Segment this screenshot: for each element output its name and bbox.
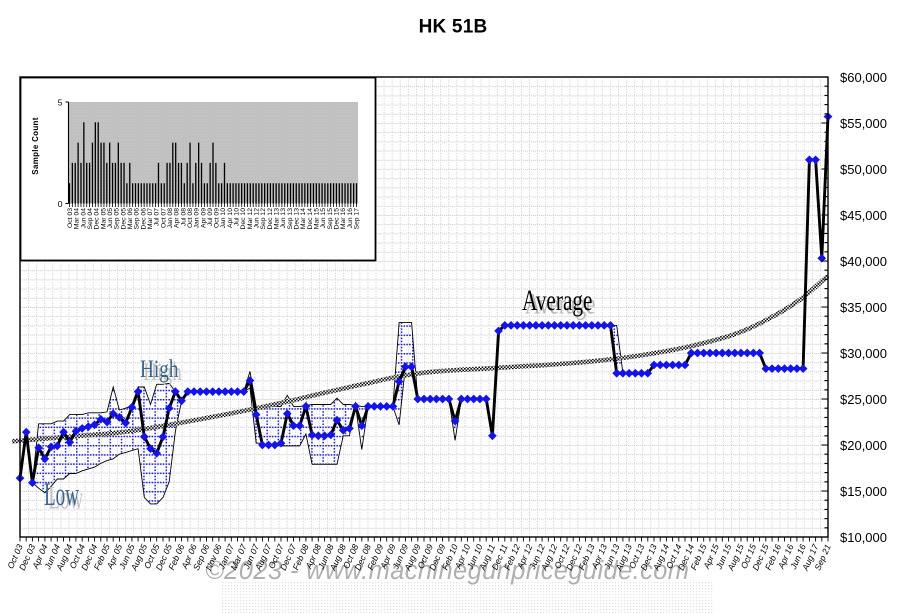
- svg-text:High: High: [140, 356, 179, 383]
- svg-text:Dec 04: Dec 04: [94, 208, 101, 230]
- svg-text:Dec 12: Dec 12: [267, 208, 274, 230]
- svg-text:Apr 08: Apr 08: [174, 208, 181, 228]
- svg-text:Jun 15: Jun 15: [320, 208, 327, 229]
- svg-text:Average: Average: [525, 288, 596, 320]
- svg-text:Mar 06: Mar 06: [127, 208, 134, 229]
- svg-text:$60,000: $60,000: [840, 70, 887, 85]
- svg-text:$55,000: $55,000: [840, 116, 887, 131]
- svg-text:Oct 03: Oct 03: [67, 208, 74, 228]
- svg-text:Jan 10: Jan 10: [220, 208, 227, 229]
- svg-text:Apr 10: Apr 10: [227, 208, 234, 228]
- svg-text:Mar 07: Mar 07: [147, 208, 154, 229]
- svg-text:$45,000: $45,000: [840, 208, 887, 223]
- svg-text:$15,000: $15,000: [840, 484, 887, 499]
- svg-text:Dec 14: Dec 14: [307, 208, 314, 230]
- svg-text:Jun 05: Jun 05: [107, 208, 114, 229]
- svg-text:Mar 13: Mar 13: [274, 208, 281, 229]
- svg-text:Jan 08: Jan 08: [167, 208, 174, 229]
- svg-text:Sep 17: Sep 17: [354, 208, 361, 230]
- svg-text:HK 51B: HK 51B: [419, 17, 488, 38]
- svg-text:Sep 06: Sep 06: [134, 208, 141, 230]
- svg-text:$50,000: $50,000: [840, 162, 887, 177]
- svg-text:$10,000: $10,000: [840, 530, 887, 545]
- svg-text:©2023 - www.machinegunpricegui: ©2023 - www.machinegunpriceguide.com: [205, 557, 689, 585]
- svg-text:Oct 07: Oct 07: [160, 208, 167, 228]
- svg-text:Sep 12: Sep 12: [260, 208, 267, 230]
- svg-text:Apr 09: Apr 09: [200, 208, 207, 228]
- svg-text:Low: Low: [48, 480, 83, 516]
- svg-text:Jul 10: Jul 10: [234, 208, 241, 226]
- svg-text:Jun 12: Jun 12: [254, 208, 261, 229]
- svg-text:Sep 13: Sep 13: [287, 208, 294, 230]
- svg-text:Jan 09: Jan 09: [194, 208, 201, 229]
- svg-text:High: High: [143, 359, 182, 386]
- svg-text:0: 0: [58, 199, 63, 209]
- svg-text:Mar 05: Mar 05: [100, 208, 107, 229]
- svg-text:Low: Low: [44, 477, 79, 513]
- svg-text:$40,000: $40,000: [840, 254, 887, 269]
- svg-text:Mar 04: Mar 04: [74, 208, 81, 229]
- svg-text:$35,000: $35,000: [840, 300, 887, 315]
- svg-text:Sep 05: Sep 05: [114, 208, 121, 230]
- svg-text:Sep 04: Sep 04: [87, 208, 94, 230]
- svg-text:Dec 13: Dec 13: [294, 208, 301, 230]
- svg-text:Dec 05: Dec 05: [120, 208, 127, 230]
- svg-text:Jul 07: Jul 07: [154, 208, 161, 226]
- svg-text:Oct 09: Oct 09: [214, 208, 221, 228]
- svg-text:Sep 15: Sep 15: [327, 208, 334, 230]
- svg-text:Dec 15: Dec 15: [334, 208, 341, 230]
- svg-text:$30,000: $30,000: [840, 346, 887, 361]
- svg-text:Jun 04: Jun 04: [80, 208, 87, 229]
- svg-text:Jun 16: Jun 16: [347, 208, 354, 229]
- svg-text:Mar 14: Mar 14: [300, 208, 307, 229]
- svg-text:Sample Count: Sample Count: [31, 117, 40, 174]
- svg-text:Mar 12: Mar 12: [247, 208, 254, 229]
- svg-text:Jul 08: Jul 08: [180, 208, 187, 226]
- svg-text:Oct 08: Oct 08: [187, 208, 194, 228]
- svg-text:Jul 09: Jul 09: [207, 208, 214, 226]
- svg-text:$25,000: $25,000: [840, 392, 887, 407]
- svg-text:Mar 15: Mar 15: [314, 208, 321, 229]
- svg-text:Jun 13: Jun 13: [280, 208, 287, 229]
- svg-text:Dec 06: Dec 06: [140, 208, 147, 230]
- svg-text:Dec 10: Dec 10: [240, 208, 247, 230]
- svg-text:Mar 16: Mar 16: [340, 208, 347, 229]
- svg-text:$20,000: $20,000: [840, 438, 887, 453]
- svg-text:Average: Average: [522, 285, 593, 317]
- svg-text:5: 5: [58, 98, 63, 108]
